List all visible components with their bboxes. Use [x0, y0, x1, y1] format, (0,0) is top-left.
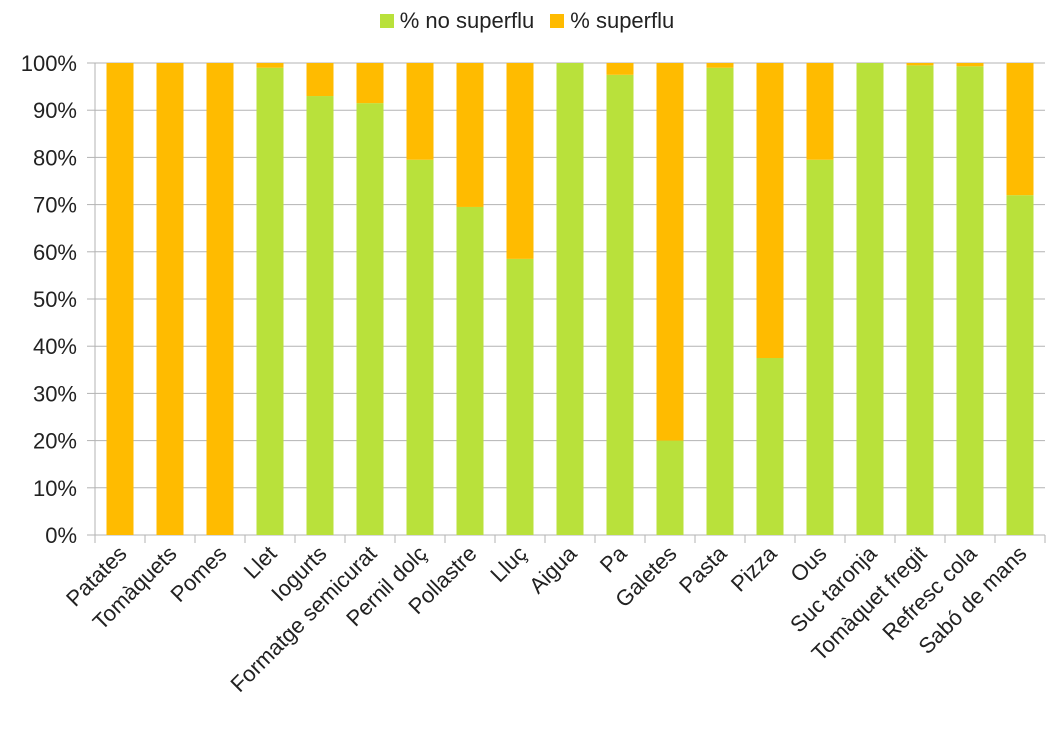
bar-no-superflu [656, 440, 684, 535]
bar-superflu [706, 63, 734, 68]
y-tick-label: 40% [33, 334, 77, 359]
y-tick-label: 70% [33, 193, 77, 218]
bar-no-superflu [556, 63, 584, 535]
x-tick-label: Pizza [726, 540, 782, 596]
x-tick-label: Llet [239, 541, 282, 584]
y-tick-label: 0% [45, 523, 77, 548]
legend-swatch-superflu [550, 14, 565, 28]
x-tick-label: Pa [595, 540, 632, 577]
y-tick-label: 10% [33, 476, 77, 501]
bar-no-superflu [856, 63, 884, 535]
bar-no-superflu [706, 67, 734, 535]
bar-superflu [1006, 63, 1034, 196]
bar-superflu [306, 63, 334, 97]
bar-superflu [806, 63, 834, 160]
y-tick-label: 50% [33, 287, 77, 312]
legend-swatch-no-superflu [379, 14, 394, 28]
bar-no-superflu [906, 65, 934, 536]
bar-no-superflu [256, 67, 284, 535]
bar-superflu [106, 63, 134, 535]
bar-superflu [256, 63, 284, 68]
x-tick-label: Pomes [165, 541, 231, 607]
bar-no-superflu [606, 74, 634, 536]
bar-no-superflu [406, 159, 434, 535]
legend-label-no-superflu: % no superflu [399, 8, 535, 33]
bar-no-superflu [356, 103, 384, 536]
legend-item-superflu: % superflu [550, 8, 674, 34]
x-tick-label: Aigua [524, 540, 582, 598]
y-tick-label: 60% [33, 240, 77, 265]
y-tick-label: 90% [33, 98, 77, 123]
legend-item-no-superflu: % no superflu [379, 8, 535, 34]
bar-no-superflu [806, 159, 834, 535]
bar-no-superflu [456, 206, 484, 535]
x-tick-label: Pasta [674, 540, 732, 598]
bar-superflu [206, 63, 234, 535]
bar-no-superflu [306, 96, 334, 535]
legend-label-superflu: % superflu [570, 8, 675, 33]
bar-superflu [656, 63, 684, 441]
y-tick-label: 30% [33, 381, 77, 406]
bar-superflu [356, 63, 384, 104]
bar-superflu [506, 63, 534, 259]
bar-no-superflu [1006, 195, 1034, 535]
bar-no-superflu [506, 258, 534, 535]
bar-superflu [606, 63, 634, 75]
chart-legend: % no superflu % superflu [0, 8, 1054, 34]
bar-superflu [406, 63, 434, 160]
y-tick-label: 100% [21, 51, 77, 76]
y-tick-label: 20% [33, 429, 77, 454]
bar-superflu [456, 63, 484, 207]
bar-no-superflu [956, 66, 984, 535]
y-tick-label: 80% [33, 145, 77, 170]
bar-no-superflu [756, 358, 784, 535]
bar-superflu [756, 63, 784, 358]
bar-superflu [156, 63, 184, 535]
bar-superflu [956, 63, 984, 67]
bar-superflu [906, 63, 934, 66]
